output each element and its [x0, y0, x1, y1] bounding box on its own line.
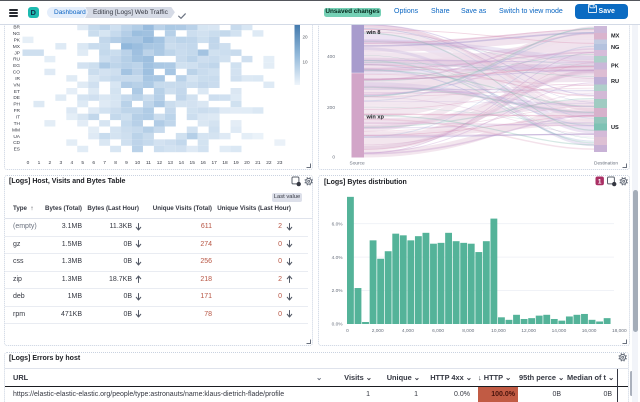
- svg-text:ET: ET: [14, 89, 20, 95]
- svg-text:200: 200: [327, 105, 335, 111]
- svg-text:MX: MX: [611, 34, 620, 40]
- svg-text:2,000: 2,000: [372, 328, 384, 334]
- svg-text:MX: MX: [13, 44, 21, 50]
- svg-text:CD: CD: [13, 140, 20, 146]
- svg-text:EG: EG: [13, 63, 20, 69]
- svg-text:1: 1: [38, 160, 41, 166]
- svg-text:23: 23: [277, 160, 283, 166]
- svg-text:0: 0: [332, 154, 335, 160]
- svg-text:19: 19: [233, 160, 239, 166]
- svg-text:6,000: 6,000: [432, 328, 444, 334]
- svg-text:2: 2: [49, 160, 52, 166]
- svg-text:RU: RU: [611, 79, 619, 85]
- svg-text:7: 7: [103, 160, 106, 166]
- svg-text:NG: NG: [611, 45, 619, 51]
- svg-text:10: 10: [135, 160, 141, 166]
- svg-text:10: 10: [303, 60, 309, 65]
- svg-text:4: 4: [70, 160, 73, 166]
- svg-text:0.0%: 0.0%: [332, 322, 344, 328]
- svg-text:win 8: win 8: [366, 30, 381, 36]
- svg-text:0: 0: [27, 160, 30, 166]
- svg-text:20: 20: [303, 35, 309, 40]
- svg-text:13: 13: [168, 160, 174, 166]
- svg-text:10,000: 10,000: [491, 328, 506, 334]
- svg-text:PK: PK: [611, 64, 619, 70]
- svg-text:5: 5: [81, 160, 84, 166]
- svg-text:8: 8: [114, 160, 117, 166]
- svg-text:16: 16: [200, 160, 206, 166]
- svg-text:UA: UA: [13, 134, 20, 140]
- svg-text:9: 9: [125, 160, 128, 166]
- svg-text:Source: Source: [350, 161, 366, 167]
- svg-text:6: 6: [92, 160, 95, 166]
- svg-text:17: 17: [211, 160, 217, 166]
- svg-text:CO: CO: [13, 70, 20, 76]
- svg-text:12: 12: [157, 160, 163, 166]
- svg-text:18: 18: [222, 160, 228, 166]
- svg-text:14: 14: [179, 160, 185, 166]
- svg-text:RU: RU: [13, 57, 20, 63]
- svg-text:PK: PK: [14, 37, 21, 43]
- svg-text:VN: VN: [13, 82, 20, 88]
- svg-text:8,000: 8,000: [462, 328, 474, 334]
- svg-text:21: 21: [255, 160, 261, 166]
- svg-text:15: 15: [190, 160, 196, 166]
- svg-text:16,000: 16,000: [582, 328, 597, 334]
- svg-text:11: 11: [146, 160, 151, 166]
- svg-text:BR: BR: [13, 25, 20, 31]
- svg-text:US: US: [611, 125, 619, 131]
- svg-text:ES: ES: [14, 147, 20, 153]
- svg-text:JP: JP: [14, 50, 20, 56]
- svg-text:win xp: win xp: [366, 114, 385, 120]
- svg-text:22: 22: [266, 160, 272, 166]
- svg-text:0: 0: [346, 328, 349, 334]
- svg-text:6.0%: 6.0%: [332, 221, 344, 227]
- svg-text:400: 400: [327, 54, 335, 60]
- svg-text:12,000: 12,000: [521, 328, 536, 334]
- svg-text:3: 3: [59, 160, 62, 166]
- svg-text:IR: IR: [15, 76, 20, 82]
- svg-text:NG: NG: [13, 31, 20, 37]
- svg-text:MM: MM: [12, 127, 20, 133]
- svg-text:2.0%: 2.0%: [332, 288, 344, 294]
- svg-text:4,000: 4,000: [402, 328, 414, 334]
- svg-text:PH: PH: [13, 102, 20, 108]
- svg-text:IT: IT: [16, 114, 20, 120]
- svg-text:18,000: 18,000: [612, 328, 627, 334]
- svg-text:DE: DE: [13, 95, 20, 101]
- svg-text:Destination: Destination: [594, 161, 618, 167]
- svg-text:14,000: 14,000: [552, 328, 567, 334]
- svg-text:20: 20: [244, 160, 250, 166]
- svg-text:TH: TH: [14, 121, 21, 127]
- svg-text:FR: FR: [14, 108, 21, 114]
- svg-text:1: 1: [598, 178, 602, 185]
- svg-text:4.0%: 4.0%: [332, 255, 344, 261]
